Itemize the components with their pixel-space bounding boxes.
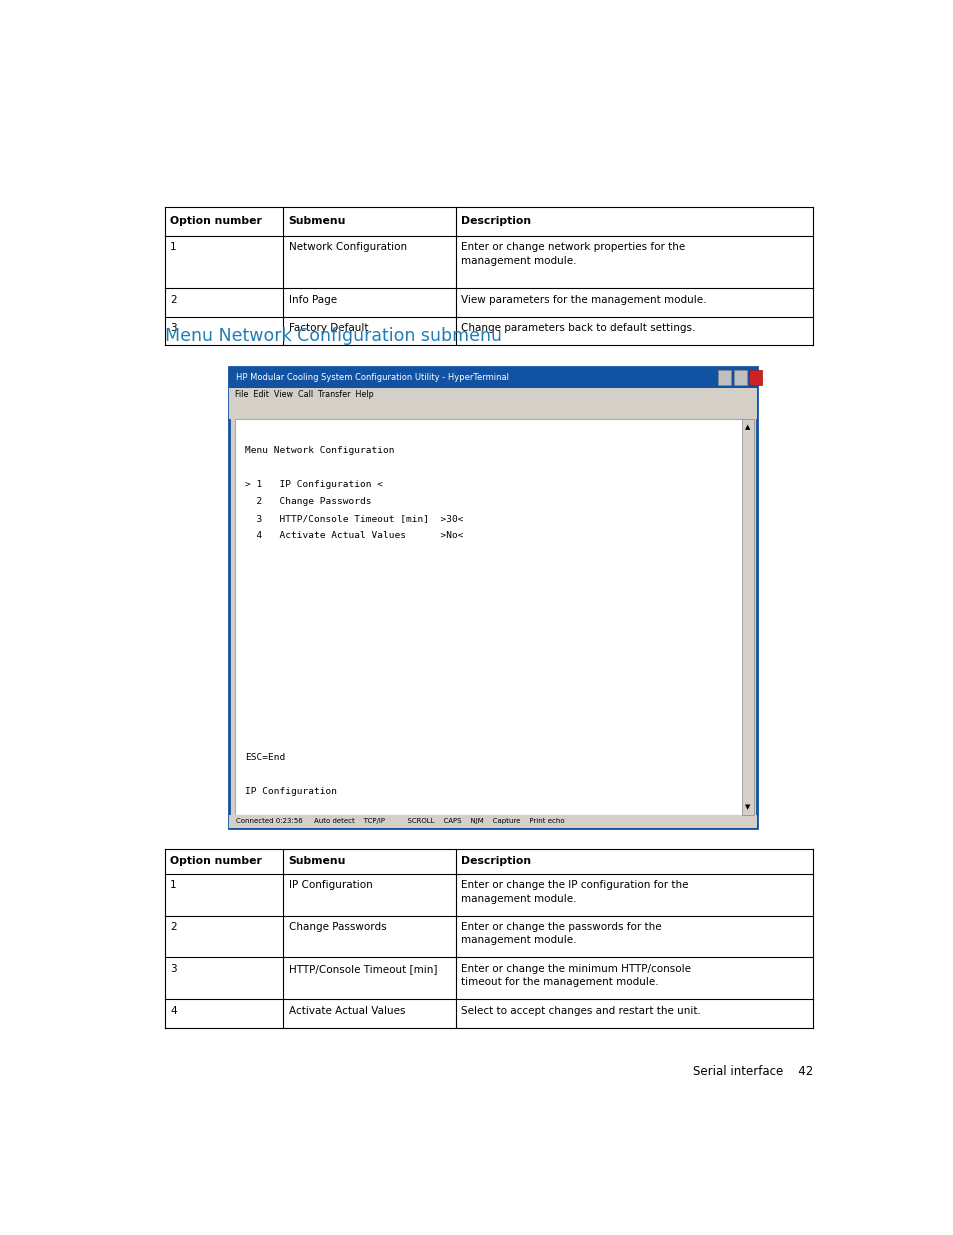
Text: Option number: Option number <box>170 216 262 226</box>
Text: Option number: Option number <box>170 856 262 867</box>
Text: Menu Network Configuration: Menu Network Configuration <box>245 446 394 454</box>
Bar <box>718 369 731 384</box>
Text: HP Modular Cooling System Configuration Utility - HyperTerminal: HP Modular Cooling System Configuration … <box>235 373 509 382</box>
Text: IP Configuration: IP Configuration <box>288 881 372 890</box>
Text: Enter or change the minimum HTTP/console
timeout for the management module.: Enter or change the minimum HTTP/console… <box>460 965 690 987</box>
Text: 3: 3 <box>170 324 176 333</box>
Bar <box>229 815 756 829</box>
Text: IP Configuration: IP Configuration <box>245 787 336 797</box>
Text: Activate Actual Values: Activate Actual Values <box>288 1007 405 1016</box>
Text: Info Page: Info Page <box>288 295 336 305</box>
Text: 2: 2 <box>170 295 176 305</box>
Text: Description: Description <box>460 216 531 226</box>
Text: 1: 1 <box>170 881 176 890</box>
Text: Serial interface    42: Serial interface 42 <box>692 1066 812 1078</box>
Text: View parameters for the management module.: View parameters for the management modul… <box>460 295 705 305</box>
Text: ▼: ▼ <box>744 804 750 810</box>
Text: 2   Change Passwords: 2 Change Passwords <box>245 498 371 506</box>
Text: Menu Network Configuration submenu: Menu Network Configuration submenu <box>165 327 501 345</box>
Text: Select to accept changes and restart the unit.: Select to accept changes and restart the… <box>460 1007 700 1016</box>
Bar <box>229 367 756 388</box>
Text: 3   HTTP/Console Timeout [min]  >30<: 3 HTTP/Console Timeout [min] >30< <box>245 514 463 524</box>
Text: 4: 4 <box>170 1007 176 1016</box>
Text: HTTP/Console Timeout [min]: HTTP/Console Timeout [min] <box>288 965 436 974</box>
Text: Factory Default: Factory Default <box>288 324 368 333</box>
Bar <box>229 388 756 403</box>
Text: Change Passwords: Change Passwords <box>288 923 386 932</box>
Text: 3: 3 <box>170 965 176 974</box>
Text: ▲: ▲ <box>744 424 750 430</box>
Text: Submenu: Submenu <box>288 856 346 867</box>
Bar <box>229 403 756 419</box>
Text: 2: 2 <box>170 923 176 932</box>
Text: Description: Description <box>460 856 531 867</box>
Text: Enter or change the passwords for the
management module.: Enter or change the passwords for the ma… <box>460 923 660 946</box>
Bar <box>741 419 753 815</box>
Bar <box>733 369 746 384</box>
Bar <box>229 367 756 829</box>
Text: Network Configuration: Network Configuration <box>288 242 406 252</box>
Bar <box>234 419 745 815</box>
Text: Change parameters back to default settings.: Change parameters back to default settin… <box>460 324 695 333</box>
Text: Enter or change the IP configuration for the
management module.: Enter or change the IP configuration for… <box>460 881 688 904</box>
Text: File  Edit  View  Call  Transfer  Help: File Edit View Call Transfer Help <box>234 390 373 399</box>
Text: 1: 1 <box>170 242 176 252</box>
Text: > 1   IP Configuration <: > 1 IP Configuration < <box>245 480 382 489</box>
Text: ESC=End: ESC=End <box>245 753 285 762</box>
Text: Enter or change network properties for the
management module.: Enter or change network properties for t… <box>460 242 684 266</box>
Text: Connected 0:23:56     Auto detect    TCP/IP          SCROLL    CAPS    NJM    Ca: Connected 0:23:56 Auto detect TCP/IP SCR… <box>235 819 564 825</box>
Bar <box>748 369 761 384</box>
Text: 4   Activate Actual Values      >No<: 4 Activate Actual Values >No< <box>245 531 463 541</box>
Text: Submenu: Submenu <box>288 216 346 226</box>
